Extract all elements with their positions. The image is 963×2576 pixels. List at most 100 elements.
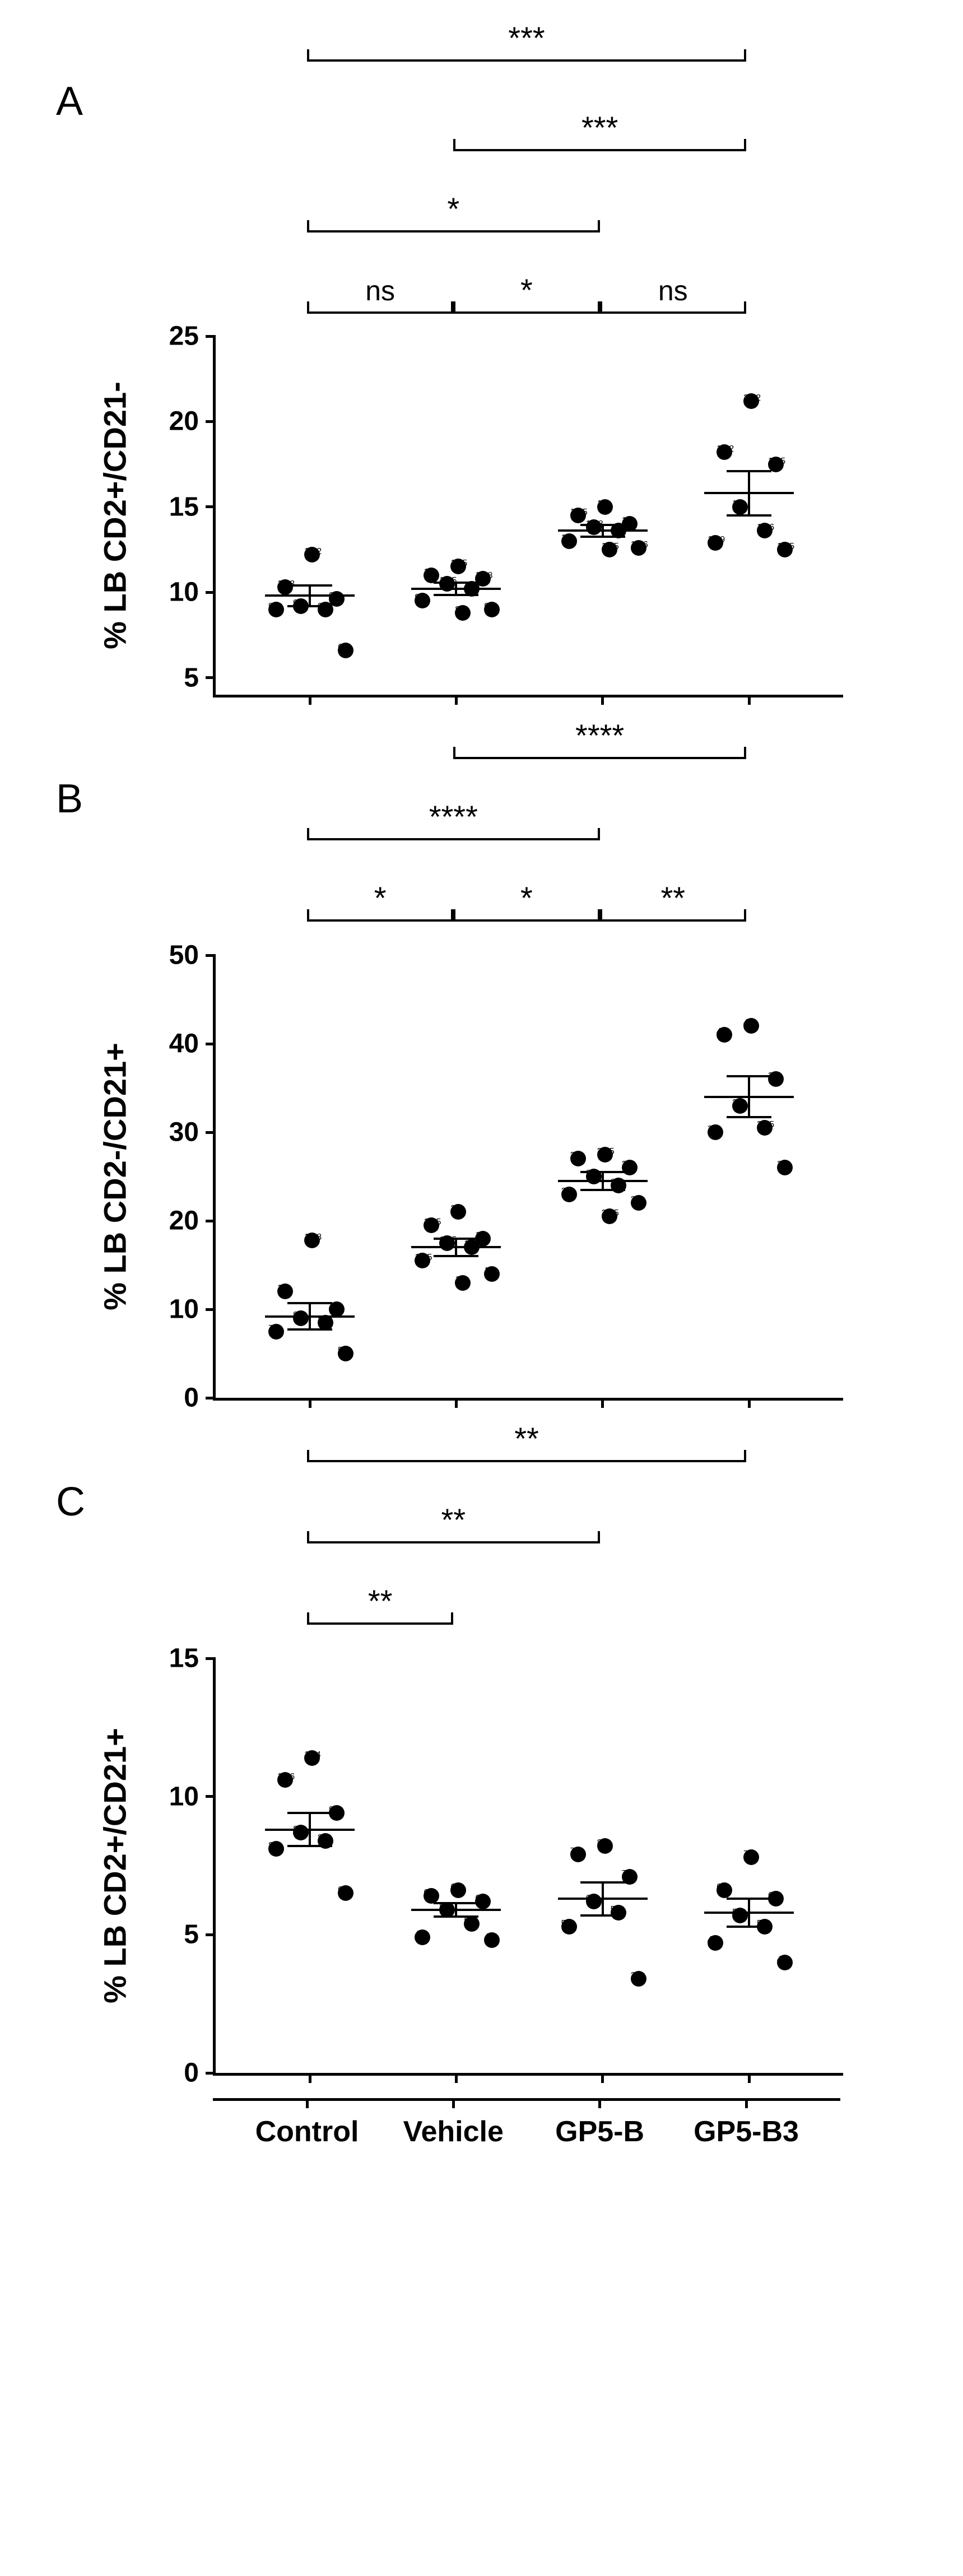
data-point: 13.8 (586, 519, 602, 535)
error-cap (727, 1116, 771, 1118)
significance-label: ** (307, 1501, 600, 1538)
error-bar (748, 471, 750, 515)
y-tick-label: 10 (143, 1781, 199, 1812)
error-cap (287, 1302, 332, 1304)
error-cap (434, 1902, 478, 1904)
error-cap (434, 1238, 478, 1240)
x-tick (598, 2098, 601, 2108)
data-point: 6.2 (586, 1894, 602, 1909)
error-cap (434, 1255, 478, 1257)
significance-label: * (453, 272, 599, 308)
error-bar (309, 1303, 311, 1329)
y-tick-label: 5 (143, 662, 199, 693)
y-tick-label: 30 (143, 1117, 199, 1148)
panel-label: C (56, 1479, 85, 1525)
panel-label: B (56, 776, 83, 822)
significance-line (453, 919, 599, 922)
data-point: 21 (450, 1204, 466, 1220)
significance-label: *** (453, 109, 746, 146)
data-point: 8.1 (268, 1841, 284, 1857)
data-point: 22 (631, 1195, 646, 1211)
data-point: 6.6 (338, 643, 353, 658)
x-axis: ControlVehicleGP5-BGP5-B3 (213, 2098, 840, 2177)
data-point: 10.6 (277, 1772, 293, 1788)
data-point: 7.5 (268, 1324, 284, 1340)
y-axis-label: % LB CD2+/CD21+ (97, 1728, 133, 2003)
significance-line (600, 919, 746, 922)
data-point: 27 (570, 1151, 586, 1166)
significance-label: ** (307, 1583, 453, 1619)
y-tick-label: 50 (143, 940, 199, 971)
data-point: 6.6 (717, 1882, 732, 1898)
x-tick (748, 1398, 751, 1408)
error-cap (434, 582, 478, 584)
y-tick-label: 20 (143, 1206, 199, 1236)
y-axis-label: % LB CD2+/CD21- (97, 382, 133, 649)
data-point: 5 (338, 1346, 353, 1361)
error-cap (287, 605, 332, 607)
y-tick-label: 25 (143, 321, 199, 352)
error-cap (287, 584, 332, 587)
data-point: 6.5 (338, 1885, 353, 1901)
x-tick (452, 2098, 455, 2108)
significance-label: ns (600, 275, 746, 307)
data-point: 27.5 (597, 1147, 613, 1163)
data-point: 4 (777, 1955, 793, 1970)
significance-bar: ns (307, 275, 453, 314)
significance-line (600, 311, 746, 314)
y-tick-label: 20 (143, 406, 199, 437)
significance-line (307, 838, 600, 840)
x-tick (309, 2073, 311, 2083)
y-tick-label: 10 (143, 577, 199, 608)
significance-bar: * (453, 275, 599, 314)
error-cap (580, 536, 625, 538)
significance-line (453, 757, 746, 759)
data-point: 14 (484, 1266, 500, 1282)
error-bar (455, 1903, 457, 1917)
significance-bar: **** (307, 801, 600, 840)
error-cap (727, 514, 771, 517)
significance-bar: ** (307, 1585, 453, 1625)
data-point: 14.5 (570, 508, 586, 523)
plot-wrap: ******% LB CD2+/CD21+05101511.410.69.48.… (213, 1423, 918, 2076)
data-point: 26 (777, 1160, 793, 1175)
data-point: 11 (424, 568, 439, 583)
y-tick (206, 335, 216, 338)
significance-bar: ** (307, 1423, 746, 1462)
significance-line (453, 311, 599, 314)
significance-bar: * (453, 882, 599, 922)
y-tick (206, 1657, 216, 1660)
error-bar (455, 1239, 457, 1257)
significance-label: * (307, 880, 453, 916)
x-tick (601, 1398, 604, 1408)
significance-line (307, 1541, 600, 1543)
panel-C: C******% LB CD2+/CD21+05101511.410.69.48… (45, 1423, 918, 2076)
data-point: 8.7 (293, 1825, 309, 1840)
error-bar (309, 1813, 311, 1846)
plot-frame: % LB CD2+/CD21-51015202512.210.39.69.299… (213, 336, 843, 698)
data-point: 41 (717, 1027, 732, 1043)
data-point: 11.4 (304, 1750, 320, 1766)
data-point: 9 (268, 602, 284, 617)
error-bar (309, 585, 311, 606)
data-point: 12 (277, 1284, 293, 1299)
data-point: 8.8 (455, 605, 471, 621)
significance-label: * (453, 880, 599, 916)
error-cap (727, 1898, 771, 1900)
data-point: 3.4 (631, 1971, 646, 1987)
data-point: 13 (561, 533, 577, 549)
data-point: 30.5 (757, 1120, 773, 1136)
significance-label: ** (307, 1420, 746, 1457)
data-point: 42 (743, 1018, 759, 1034)
significance-label: *** (307, 20, 746, 56)
data-point: 4.7 (708, 1935, 723, 1951)
data-point: 18.2 (717, 444, 732, 460)
error-cap (287, 1845, 332, 1847)
data-point: 10.3 (277, 579, 293, 595)
x-tick (601, 2073, 604, 2083)
significance-bar: **** (453, 720, 746, 759)
x-tick (309, 1398, 311, 1408)
data-point: 9.5 (415, 593, 430, 608)
x-tick (745, 2098, 748, 2108)
x-tick (455, 1398, 458, 1408)
